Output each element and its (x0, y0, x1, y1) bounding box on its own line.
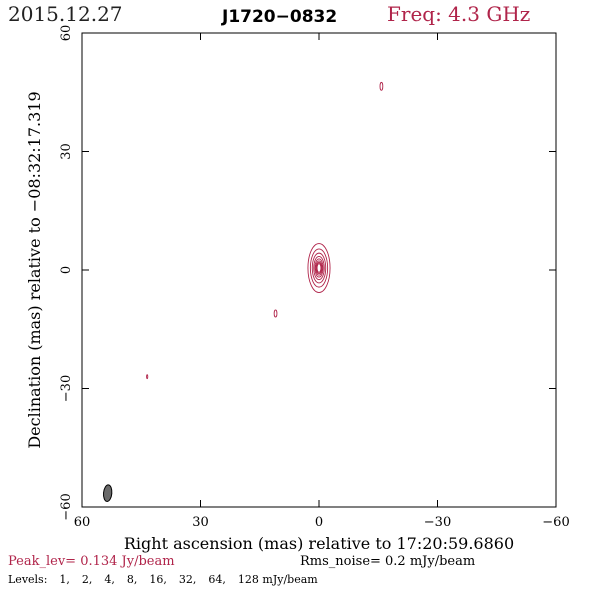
core-contour (316, 262, 322, 274)
core-contour (315, 260, 323, 276)
source-name: J1720−0832 (222, 7, 338, 27)
levels-legend: Levels: 1, 2, 4, 8, 16, 32, 64, 128 mJy/beam (8, 573, 330, 586)
level-value: 128 mJy/beam (237, 573, 318, 586)
y-tick-label: 0 (59, 266, 74, 274)
contours (146, 81, 384, 380)
y-tick-label: −30 (59, 375, 74, 402)
blob-far-contour (146, 374, 149, 380)
blob-ne-contour (379, 81, 384, 91)
peak-level: Peak_lev= 0.134 Jy/beam (8, 554, 175, 569)
plot-frame (81, 32, 557, 508)
rms-noise: Rms_noise= 0.2 mJy/beam (300, 554, 476, 569)
level-value: 8, (126, 573, 138, 586)
core-contour (307, 243, 331, 293)
core-contour (311, 252, 327, 284)
y-tick-label: 60 (59, 25, 74, 42)
axis-ticks (81, 32, 557, 508)
levels-label: Levels: (8, 573, 48, 586)
y-axis-label: Declination (mas) relative to −08:32:17.… (25, 91, 44, 448)
x-tick-label: 30 (192, 515, 209, 530)
core-contour (309, 248, 329, 288)
level-value: 2, (81, 573, 93, 586)
x-tick-label: −60 (542, 515, 569, 530)
core-contour (313, 255, 325, 281)
beam-ellipse (102, 484, 113, 502)
level-value: 4, (104, 573, 115, 586)
core-contour (316, 263, 322, 273)
y-tick-label: −60 (59, 493, 74, 520)
observation-date: 2015.12.27 (8, 2, 123, 26)
level-value: 1, (59, 573, 70, 586)
x-tick-label: −30 (424, 515, 451, 530)
core-contour (314, 258, 324, 278)
level-value: 32, (178, 573, 197, 586)
x-tick-label: 60 (74, 515, 91, 530)
x-axis-label: Right ascension (mas) relative to 17:20:… (124, 534, 514, 553)
x-tick-label: 0 (315, 515, 323, 530)
level-value: 16, (149, 573, 167, 586)
frequency-label: Freq: 4.3 GHz (387, 2, 531, 26)
y-tick-label: 30 (59, 143, 74, 160)
blob-sw-contour (273, 309, 278, 318)
beam-group (102, 484, 113, 502)
level-value: 64, (208, 573, 226, 586)
